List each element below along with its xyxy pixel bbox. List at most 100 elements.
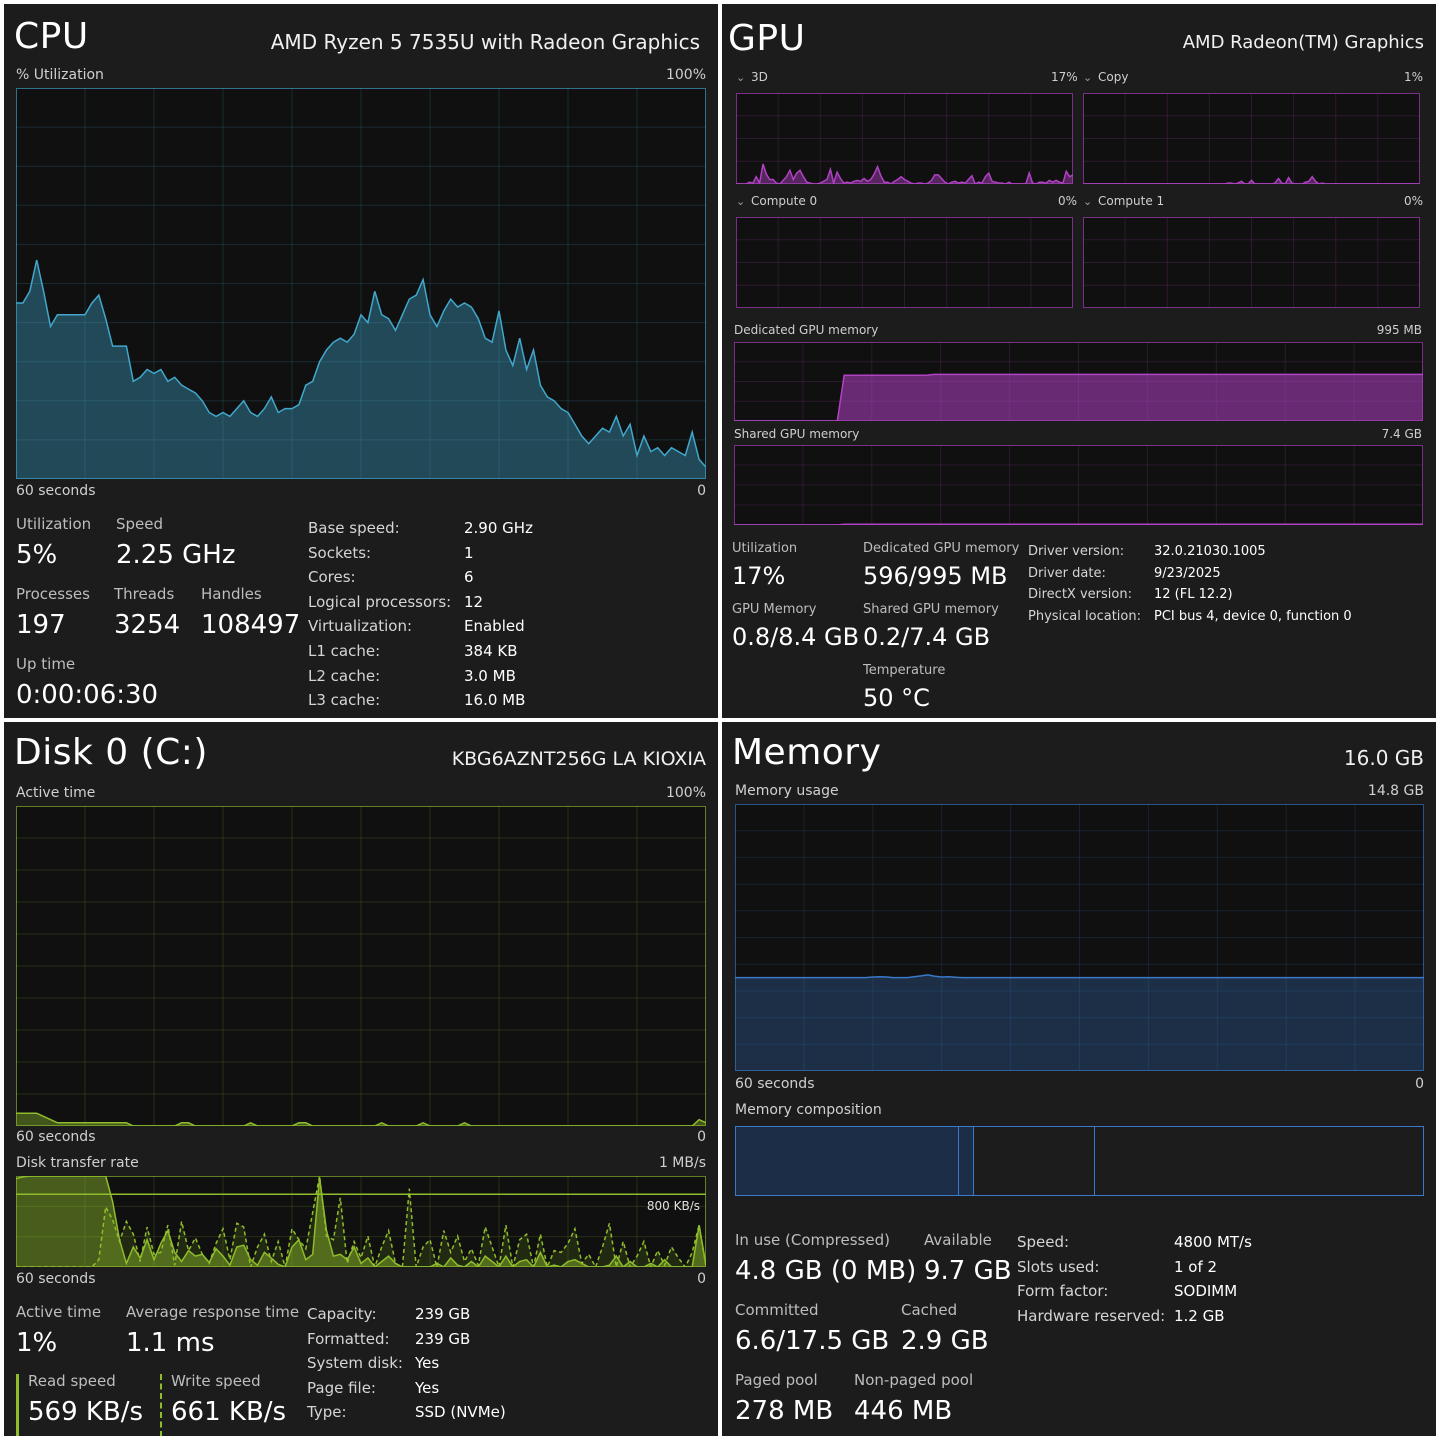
disk-read-value: 569 KB/s <box>28 1397 144 1427</box>
memory-spec-value: 4800 MT/s <box>1174 1233 1252 1251</box>
gpu-dedicated-memory-graph <box>734 342 1423 421</box>
disk-transfer-label: Disk transfer rate <box>16 1155 139 1171</box>
gpu-engine-name-compute1[interactable]: Compute 1 <box>1098 194 1165 208</box>
disk-spec-key: Page file: <box>307 1378 376 1397</box>
gpu-panel: GPU AMD Radeon(TM) Graphics ⌄ 3D 17% ⌄ C… <box>722 4 1436 718</box>
disk-spec-value: SSD (NVMe) <box>415 1403 506 1422</box>
memory-segment-free <box>1095 1127 1423 1195</box>
gpu-shared-mem-label: Shared GPU memory <box>863 602 999 617</box>
cpu-spec-key: L1 cache: <box>308 641 381 660</box>
disk-transfer-rate-graph <box>16 1176 706 1267</box>
cpu-threads-value: 3254 <box>114 610 181 640</box>
gpu-dedicated-label: Dedicated GPU memory <box>734 323 879 337</box>
gpu-engine-name-copy[interactable]: Copy <box>1098 70 1129 84</box>
disk-transfer-mark: 800 KB/s <box>646 1199 700 1213</box>
memory-usage-label: Memory usage <box>735 783 839 799</box>
disk-active-min: 0 <box>697 1129 706 1145</box>
gpu-engine-graph-compute0-svg <box>736 217 1073 308</box>
gpu-engine-pct-copy: 1% <box>1404 70 1424 84</box>
graph-border <box>736 217 1073 308</box>
disk-active-max: 100% <box>665 785 706 801</box>
memory-spec-values: 4800 MT/s 1 of 2 SODIMM 1.2 GB <box>1174 1230 1252 1328</box>
cpu-spec-key: L3 cache: <box>308 691 381 710</box>
disk-spec-key: System disk: <box>307 1354 403 1373</box>
memory-nonpaged-value: 446 MB <box>854 1396 953 1426</box>
disk-spec-value: Yes <box>415 1378 440 1397</box>
cpu-spec-key: Base speed: <box>308 519 400 537</box>
disk-transfer-time: 60 seconds <box>16 1271 96 1287</box>
gpu-shared-memory-graph <box>734 445 1423 525</box>
cpu-spec-value: 12 <box>464 592 484 611</box>
graph-border <box>735 804 1424 1071</box>
chevron-down-icon[interactable]: ⌄ <box>1083 195 1093 208</box>
disk-model: KBG6AZNT256G LA KIOXIA <box>451 748 706 770</box>
memory-in-use-value: 4.8 GB (0 MB) <box>735 1256 917 1286</box>
memory-segment-standby <box>974 1127 1095 1195</box>
graph-border <box>1083 93 1420 184</box>
cpu-spec-key: Logical processors: <box>308 592 452 611</box>
cpu-uptime-value: 0:00:06:30 <box>16 680 159 710</box>
memory-spec-value: 1.2 GB <box>1174 1306 1225 1325</box>
memory-usage-max: 14.8 GB <box>1367 783 1424 799</box>
gpu-spec-value: 12 (FL 12.2) <box>1154 587 1233 603</box>
gpu-shared-mem-value: 0.2/7.4 GB <box>863 623 991 651</box>
gpu-engine-name-3d[interactable]: 3D <box>751 70 768 84</box>
series-area <box>16 1176 706 1267</box>
gpu-engine-graph-compute0 <box>736 217 1073 308</box>
disk-transfer-min: 0 <box>697 1271 706 1287</box>
memory-spec-key: Form factor: <box>1017 1282 1109 1301</box>
disk-spec-value: 239 GB <box>415 1305 471 1323</box>
cpu-uptime-label: Up time <box>16 655 76 673</box>
gpu-engine-graph-compute1-svg <box>1083 217 1420 308</box>
disk-active-time-label: Active time <box>16 1303 102 1321</box>
series-area <box>736 164 1073 184</box>
gpu-engine-name-compute0[interactable]: Compute 0 <box>751 194 818 208</box>
disk-active-time-graph-svg <box>16 806 706 1126</box>
cpu-spec-values: 2.90 GHz 1 6 12 Enabled 384 KB 3.0 MB 16… <box>464 516 533 713</box>
chevron-down-icon[interactable]: ⌄ <box>1083 71 1093 84</box>
cpu-processes-value: 197 <box>16 610 66 640</box>
memory-cached-label: Cached <box>901 1301 958 1319</box>
gpu-spec-key: Driver date: <box>1028 565 1106 581</box>
gpu-utilization-label: Utilization <box>732 541 798 556</box>
disk-active-time-graph <box>16 806 706 1126</box>
series-area <box>16 1176 706 1267</box>
memory-spec-key: Slots used: <box>1017 1257 1100 1276</box>
disk-active-time-value: 1% <box>16 1328 58 1358</box>
disk-response-label: Average response time <box>126 1303 300 1321</box>
disk-spec-key: Type: <box>307 1403 347 1422</box>
gpu-memory-label: GPU Memory <box>732 602 817 617</box>
gpu-engine-graph-3d <box>736 93 1073 184</box>
gpu-shared-max: 7.4 GB <box>1381 427 1422 441</box>
series-line <box>16 1112 706 1126</box>
memory-in-use-label: In use (Compressed) <box>735 1231 890 1249</box>
cpu-spec-key: L2 cache: <box>308 666 381 685</box>
series-line <box>736 163 1073 184</box>
gpu-model: AMD Radeon(TM) Graphics <box>1182 32 1424 53</box>
chevron-down-icon[interactable]: ⌄ <box>736 195 746 208</box>
memory-usage-time: 60 seconds <box>735 1076 815 1092</box>
gpu-engine-graph-compute1 <box>1083 217 1420 308</box>
memory-total: 16.0 GB <box>1343 746 1424 770</box>
memory-nonpaged-label: Non-paged pool <box>854 1371 974 1389</box>
gpu-spec-value: 9/23/2025 <box>1154 565 1221 581</box>
disk-write-value: 661 KB/s <box>171 1397 287 1427</box>
gpu-memory-value: 0.8/8.4 GB <box>732 623 860 651</box>
chevron-down-icon[interactable]: ⌄ <box>736 71 746 84</box>
memory-spec-value: SODIMM <box>1174 1282 1238 1301</box>
disk-spec-key: Capacity: <box>307 1305 377 1323</box>
memory-usage-min: 0 <box>1415 1076 1424 1092</box>
write-speed-indicator <box>160 1374 162 1436</box>
cpu-speed-label: Speed <box>116 515 164 533</box>
gpu-temp-value: 50 °C <box>863 684 930 712</box>
memory-composition-bar <box>735 1126 1424 1196</box>
graph-border <box>16 1176 706 1267</box>
cpu-spec-key: Virtualization: <box>308 617 413 636</box>
cpu-spec-value: 3.0 MB <box>464 666 516 685</box>
gpu-shared-memory-graph-svg <box>734 445 1423 525</box>
memory-spec-keys: Speed: Slots used: Form factor: Hardware… <box>1017 1230 1165 1328</box>
gpu-spec-keys: Driver version: Driver date: DirectX ver… <box>1028 541 1141 628</box>
cpu-spec-value: 16.0 MB <box>464 691 526 710</box>
cpu-spec-key: Sockets: <box>308 543 372 562</box>
disk-panel: Disk 0 (C:) KBG6AZNT256G LA KIOXIA Activ… <box>4 722 718 1436</box>
